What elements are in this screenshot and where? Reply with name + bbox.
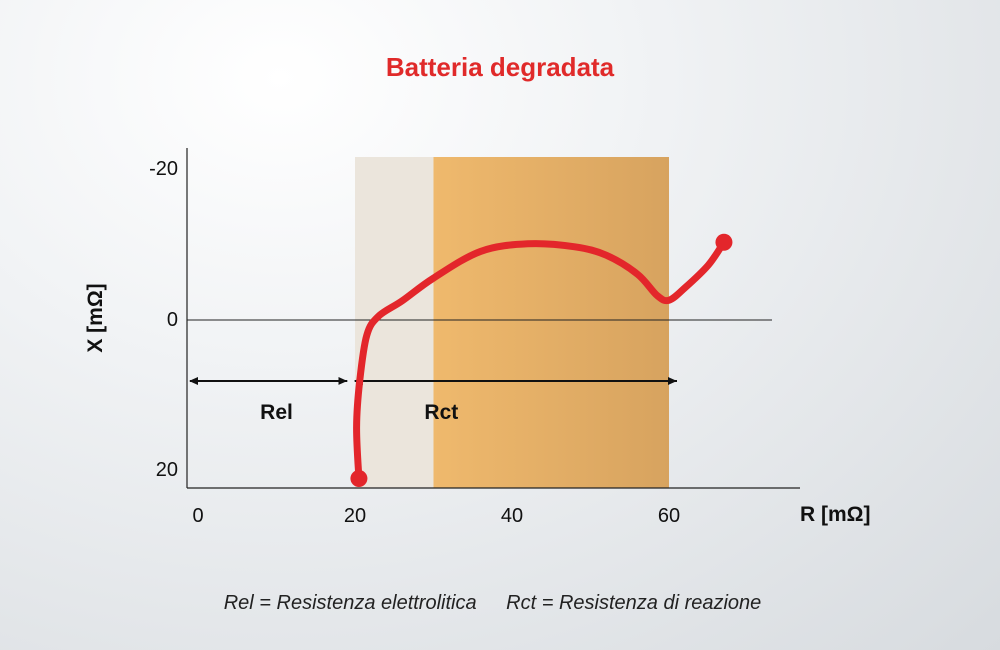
regions-layer bbox=[355, 157, 669, 488]
region-charge-transfer bbox=[433, 157, 669, 488]
x-tick-label: 0 bbox=[192, 505, 203, 527]
legend: Rel = Resistenza elettrolitica Rct = Res… bbox=[0, 592, 985, 615]
chart-title: Batteria degradata bbox=[385, 52, 615, 82]
x-tick-label: 60 bbox=[658, 505, 680, 527]
series-line bbox=[353, 238, 728, 482]
x-tick-label: 20 bbox=[344, 505, 366, 527]
legend-item-rct: Rct = Resistenza di reazione bbox=[506, 592, 762, 614]
y-tick-label: -20 bbox=[149, 158, 178, 180]
annotations-layer: Rel Rct bbox=[189, 376, 677, 424]
region-electrolytic bbox=[355, 157, 434, 488]
series-layer bbox=[350, 233, 733, 487]
series-end-point bbox=[715, 233, 733, 251]
x-axis-label: R [mΩ] bbox=[800, 503, 871, 526]
annotation-label-rct: Rct bbox=[424, 401, 458, 424]
series-start-point bbox=[350, 469, 368, 487]
axes-layer: 0 20 40 60 -20 0 20 bbox=[149, 148, 800, 527]
x-tick-label: 40 bbox=[501, 505, 523, 527]
legend-item-rel: Rel = Resistenza elettrolitica bbox=[223, 592, 477, 614]
y-tick-label: 0 bbox=[167, 309, 178, 331]
y-axis-label: X [mΩ] bbox=[84, 283, 107, 352]
y-tick-label: 20 bbox=[156, 459, 178, 481]
annotation-label-rel: Rel bbox=[260, 401, 293, 424]
